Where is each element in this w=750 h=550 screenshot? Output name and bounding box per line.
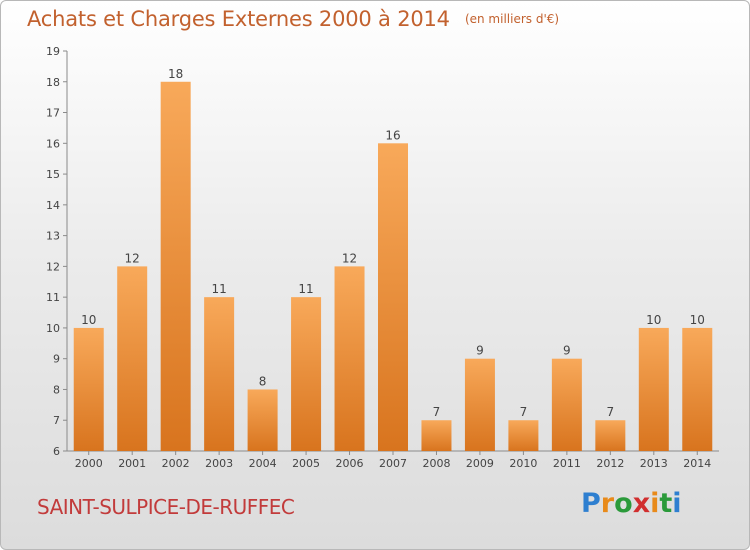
y-tick-label: 9 — [53, 353, 60, 366]
chart-header: Achats et Charges Externes 2000 à 2014 (… — [27, 7, 559, 31]
x-tick-label: 2000 — [75, 457, 103, 470]
value-label: 16 — [385, 128, 400, 142]
y-tick-label: 6 — [53, 445, 60, 458]
value-label: 10 — [646, 313, 661, 327]
bar-2010 — [508, 420, 539, 451]
logo-letter: o — [614, 488, 633, 519]
value-label: 7 — [607, 405, 615, 419]
x-tick-label: 2014 — [683, 457, 711, 470]
chart-axes: 6 7 8 9 10 11 12 13 14 15 16 17 18 19 2000 2001 2002 2003… — [46, 45, 719, 470]
value-label: 11 — [211, 282, 226, 296]
bar-2004 — [247, 389, 278, 451]
x-tick-label: 2013 — [640, 457, 668, 470]
y-tick-label: 14 — [46, 199, 60, 212]
value-label: 10 — [690, 313, 705, 327]
x-tick-label: 2012 — [596, 457, 624, 470]
chart-title: Achats et Charges Externes 2000 à 2014 — [27, 7, 450, 31]
x-tick-label: 2004 — [249, 457, 277, 470]
x-tick-label: 2007 — [379, 457, 407, 470]
y-tick-label: 12 — [46, 260, 60, 273]
x-tick-label: 2005 — [292, 457, 320, 470]
bar-2012 — [595, 420, 626, 451]
bar-2003 — [204, 297, 235, 451]
y-tick-label: 11 — [46, 291, 60, 304]
value-label: 18 — [168, 67, 183, 81]
logo-letter: i — [672, 488, 682, 519]
x-tick-label: 2008 — [422, 457, 450, 470]
x-tick-label: 2010 — [509, 457, 537, 470]
logo-letter: i — [650, 488, 660, 519]
bar-2008 — [421, 420, 452, 451]
proxiti-logo: Proxiti — [581, 488, 682, 519]
bar-2013 — [638, 327, 669, 451]
bar-2001 — [117, 266, 148, 451]
y-tick-label: 13 — [46, 230, 60, 243]
commune-name: SAINT-SULPICE-DE-RUFFEC — [37, 495, 295, 519]
chart-value-labels: 10 12 18 11 8 11 12 16 7 9 7 9 7 10 10 — [81, 67, 705, 419]
logo-letter: t — [659, 488, 673, 519]
x-tick-label: 2001 — [118, 457, 146, 470]
bar-2014 — [682, 327, 713, 451]
bar-2002 — [160, 81, 191, 452]
x-tick-label: 2011 — [553, 457, 581, 470]
value-label: 12 — [342, 251, 357, 265]
value-label: 12 — [125, 251, 140, 265]
y-tick-label: 19 — [46, 45, 60, 58]
bar-2005 — [291, 297, 322, 451]
value-label: 10 — [81, 313, 96, 327]
value-label: 9 — [476, 344, 484, 358]
x-tick-label: 2003 — [205, 457, 233, 470]
value-label: 7 — [520, 405, 528, 419]
chart-bars — [73, 81, 713, 452]
y-tick-label: 18 — [46, 76, 60, 89]
logo-letter: P — [581, 488, 601, 519]
bar-2009 — [464, 358, 495, 451]
y-tick-label: 8 — [53, 383, 60, 396]
logo-letter: x — [632, 488, 651, 519]
y-tick-label: 7 — [53, 414, 60, 427]
y-tick-label: 16 — [46, 137, 60, 150]
chart-unit: (en milliers d'€) — [464, 12, 560, 26]
value-label: 7 — [433, 405, 441, 419]
bar-2007 — [378, 143, 408, 452]
y-tick-label: 15 — [46, 168, 60, 181]
logo-letter: r — [600, 488, 615, 519]
bar-2006 — [334, 266, 365, 451]
x-tick-label: 2006 — [336, 457, 364, 470]
bar-2011 — [551, 358, 582, 451]
x-tick-label: 2009 — [466, 457, 494, 470]
y-tick-label: 10 — [46, 322, 60, 335]
value-label: 11 — [298, 282, 313, 296]
x-tick-label: 2002 — [162, 457, 190, 470]
value-label: 9 — [563, 344, 571, 358]
bar-2000 — [73, 327, 104, 451]
y-tick-label: 17 — [46, 107, 60, 120]
value-label: 8 — [259, 374, 267, 388]
